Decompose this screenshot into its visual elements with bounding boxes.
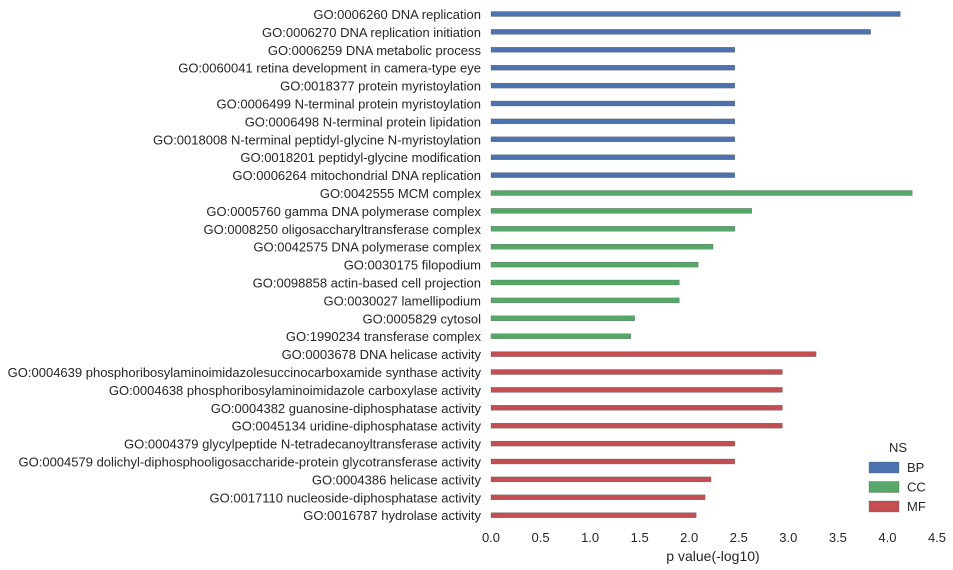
y-tick-label: GO:0004638 phosphoribosylaminoimidazole … bbox=[109, 383, 482, 398]
bar-cc bbox=[490, 279, 680, 286]
bar-cc bbox=[490, 333, 631, 339]
bar-bp bbox=[490, 47, 735, 53]
y-tick-label: GO:0016787 hydrolase activity bbox=[303, 508, 481, 523]
y-tick-label: GO:0042575 DNA polymerase complex bbox=[253, 240, 481, 255]
y-tick-label: GO:0030175 filopodium bbox=[344, 258, 481, 273]
x-tick-label: 0.0 bbox=[482, 530, 500, 545]
y-tick-label: GO:0006270 DNA replication initiation bbox=[262, 25, 481, 40]
x-tick-label: 0.5 bbox=[532, 530, 550, 545]
bar-bp bbox=[490, 154, 735, 160]
y-tick-labels: GO:0006260 DNA replication GO:0006270 DNA… bbox=[8, 7, 482, 523]
x-tick-label: 1.5 bbox=[631, 530, 649, 545]
legend-title: NS bbox=[889, 440, 907, 455]
bar-mf bbox=[490, 458, 735, 465]
bar-mf bbox=[490, 512, 697, 518]
y-tick-label: GO:0018201 peptidyl-glycine modification bbox=[240, 150, 481, 165]
x-tick-label: 2.5 bbox=[730, 530, 748, 545]
y-tick-label: GO:0004579 dolichyl-diphosphooligosaccha… bbox=[19, 455, 482, 470]
bar-mf bbox=[490, 405, 783, 411]
bar-bp bbox=[490, 136, 735, 142]
x-axis-label: p value(-log10) bbox=[666, 548, 759, 564]
bar-bp bbox=[490, 100, 735, 107]
bar-mf bbox=[490, 440, 735, 447]
legend-label: BP bbox=[907, 460, 924, 475]
y-tick-label: GO:0042555 MCM complex bbox=[320, 186, 482, 201]
legend-swatch-mf bbox=[868, 500, 900, 513]
bar-bp bbox=[490, 172, 735, 178]
bar-bp bbox=[490, 65, 735, 71]
y-tick-label: GO:0006498 N-terminal protein lipidation bbox=[245, 114, 481, 129]
y-tick-label: GO:0060041 retina development in camera-… bbox=[178, 61, 481, 76]
bar-mf bbox=[490, 387, 783, 393]
legend-label: CC bbox=[907, 480, 926, 495]
y-tick-label: GO:1990234 transferase complex bbox=[286, 329, 482, 344]
bar-cc bbox=[490, 190, 913, 196]
y-tick-label: GO:0006259 DNA metabolic process bbox=[268, 43, 482, 58]
bar-mf bbox=[490, 476, 712, 483]
bar-bp bbox=[490, 118, 735, 125]
y-tick-label: GO:0004386 helicase activity bbox=[312, 472, 482, 487]
bars-layer bbox=[490, 11, 913, 518]
bar-bp bbox=[490, 82, 735, 89]
y-tick-label: GO:0004639 phosphoribosylaminoimidazoles… bbox=[8, 365, 482, 380]
x-tick-labels: 0.0 0.5 1.0 1.5 2.0 2.5 3.0 3.5 4.0 4.5 bbox=[482, 530, 946, 545]
y-tick-label: GO:0005760 gamma DNA polymerase complex bbox=[206, 204, 481, 219]
y-tick-label: GO:0006260 DNA replication bbox=[313, 7, 481, 22]
x-tick-label: 3.0 bbox=[779, 530, 797, 545]
legend-label: MF bbox=[907, 499, 926, 514]
y-tick-label: GO:0045134 uridine-diphosphatase activit… bbox=[232, 419, 482, 434]
bar-bp bbox=[490, 29, 871, 35]
y-tick-label: GO:0006499 N-terminal protein myristoyla… bbox=[217, 97, 481, 112]
bar-cc bbox=[490, 244, 714, 250]
y-tick-label: GO:0017110 nucleoside-diphosphatase acti… bbox=[210, 490, 482, 505]
legend-swatch-cc bbox=[868, 481, 900, 493]
bar-mf bbox=[490, 369, 783, 375]
bar-bp bbox=[490, 11, 901, 17]
y-tick-label: GO:0004379 glycylpeptide N-tetradecanoyl… bbox=[124, 437, 481, 452]
y-tick-label: GO:0018377 protein myristoylation bbox=[280, 79, 481, 94]
bar-cc bbox=[490, 297, 680, 304]
y-tick-label: GO:0006264 mitochondrial DNA replication bbox=[232, 168, 481, 183]
x-tick-label: 4.0 bbox=[878, 530, 896, 545]
y-tick-label: GO:0030027 lamellipodium bbox=[323, 293, 481, 308]
legend-items: BP CC MF bbox=[868, 460, 926, 514]
bar-mf bbox=[490, 423, 783, 429]
y-tick-label: GO:0005829 cytosol bbox=[362, 311, 481, 326]
x-tick-label: 1.0 bbox=[581, 530, 599, 545]
y-tick-label: GO:0004382 guanosine-diphosphatase activ… bbox=[211, 401, 482, 416]
bar-mf bbox=[490, 494, 706, 500]
x-tick-label: 3.5 bbox=[829, 530, 847, 545]
legend: NS BP CC MF bbox=[868, 440, 926, 514]
bar-cc bbox=[490, 315, 635, 321]
legend-swatch-bp bbox=[868, 461, 900, 474]
y-tick-label: GO:0018008 N-terminal peptidyl-glycine N… bbox=[153, 132, 481, 147]
bar-cc bbox=[490, 208, 752, 214]
x-tick-label: 4.5 bbox=[928, 530, 946, 545]
y-tick-label: GO:0098858 actin-based cell projection bbox=[253, 276, 481, 291]
x-tick-label: 2.0 bbox=[680, 530, 698, 545]
bar-mf bbox=[490, 351, 817, 357]
bar-cc bbox=[490, 226, 735, 232]
bar-cc bbox=[490, 261, 699, 268]
y-tick-label: GO:0008250 oligosaccharyltransferase com… bbox=[204, 222, 482, 237]
y-tick-label: GO:0003678 DNA helicase activity bbox=[282, 347, 482, 362]
